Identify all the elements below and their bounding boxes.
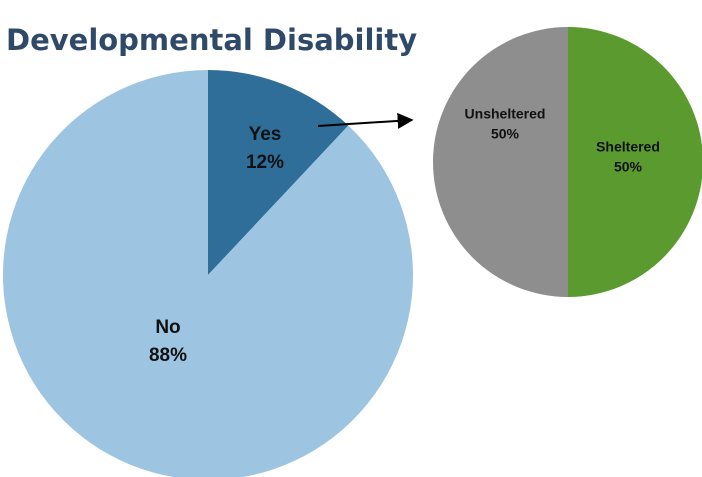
slice-label: Unsheltered (465, 106, 546, 122)
pie-slice (208, 70, 349, 275)
slice-label: Sheltered (596, 139, 660, 155)
arrow (317, 112, 414, 129)
pie-slice (568, 27, 702, 297)
slice-value-label: 88% (149, 345, 187, 366)
chart-title: Developmental Disability (6, 23, 417, 57)
slice-value-label: 12% (246, 152, 284, 173)
slice-value-label: 50% (491, 126, 520, 142)
pie-slice (3, 70, 413, 477)
slice-label: No (155, 317, 180, 338)
pies: Yes 12% No 88% Sheltered 50% Unsheltered 50% (3, 27, 702, 477)
slice-label: Yes (249, 124, 282, 145)
slice-value-label: 50% (614, 159, 643, 175)
pie-slice (433, 27, 568, 297)
